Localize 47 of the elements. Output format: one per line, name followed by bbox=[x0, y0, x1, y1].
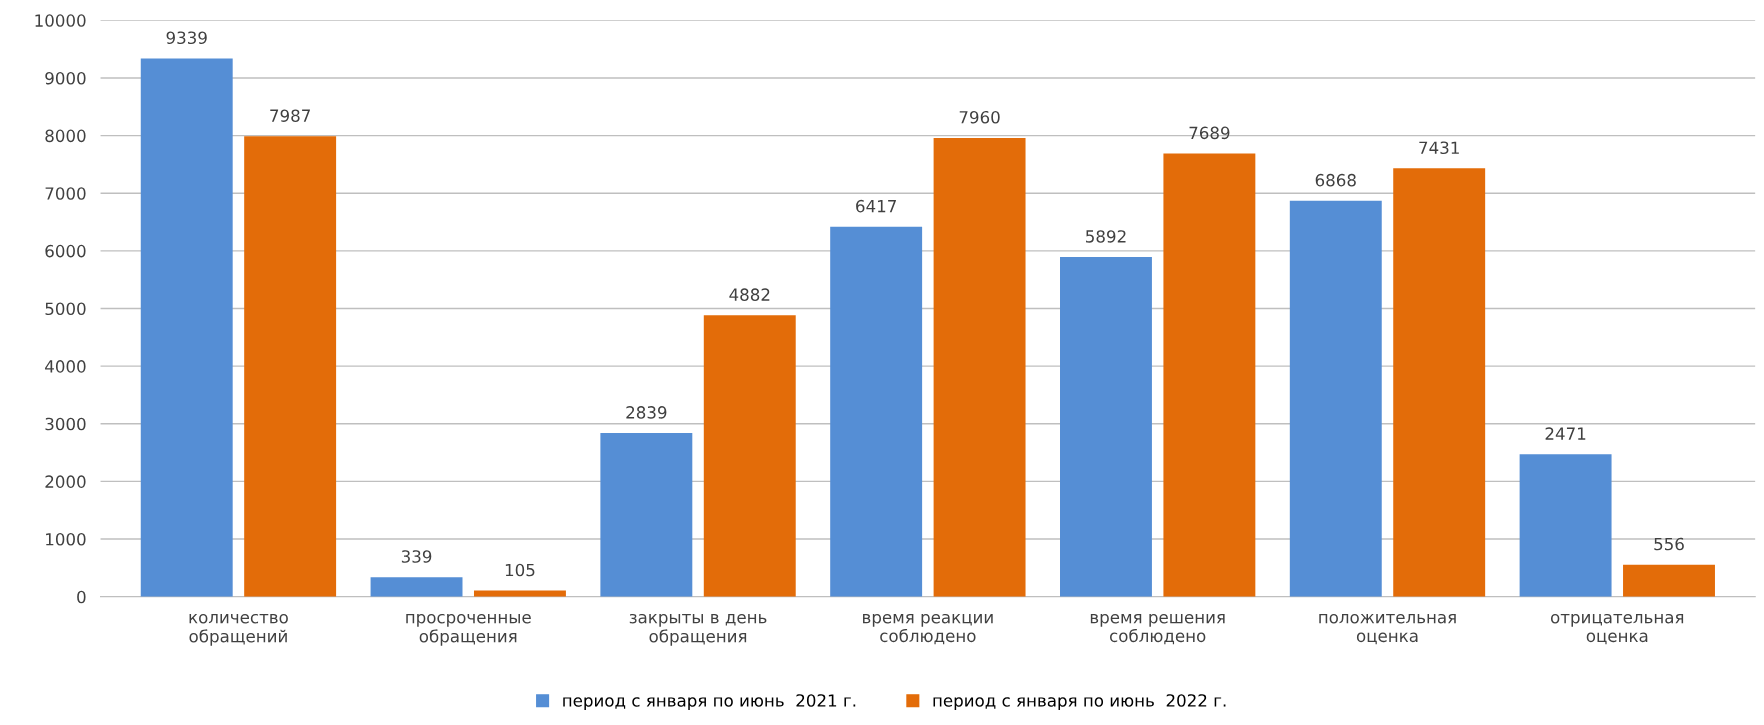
bar bbox=[600, 433, 693, 597]
bar bbox=[1163, 153, 1256, 597]
bar bbox=[370, 577, 463, 597]
x-tick-label: количество обращений bbox=[189, 613, 288, 646]
y-tick-label: 3000 bbox=[45, 417, 86, 431]
bar bbox=[140, 58, 233, 597]
bar bbox=[933, 137, 1026, 597]
bar bbox=[1393, 168, 1486, 597]
bar bbox=[830, 226, 923, 597]
y-tick-label: 10000 bbox=[35, 14, 86, 27]
x-tick-label: положительная оценка bbox=[1319, 613, 1456, 645]
y-tick-label: 0 bbox=[77, 590, 86, 604]
bar bbox=[1060, 257, 1152, 597]
y-tick-label: 8000 bbox=[45, 129, 86, 143]
y-tick-label: 5000 bbox=[45, 302, 86, 316]
data-label: 105 bbox=[505, 563, 535, 577]
data-label: 9339 bbox=[166, 31, 207, 45]
data-label: 2471 bbox=[1545, 427, 1586, 440]
data-label: 6417 bbox=[856, 199, 896, 213]
data-label: 7987 bbox=[270, 109, 310, 122]
y-tick-label: 4000 bbox=[45, 360, 86, 373]
bar bbox=[703, 315, 796, 597]
bar bbox=[1519, 454, 1612, 597]
y-tick-label: 7000 bbox=[45, 187, 86, 200]
x-tick-label: время решения соблюдено bbox=[1090, 613, 1225, 645]
bar bbox=[244, 136, 337, 597]
legend-label: период с января по июнь 2021 г. bbox=[563, 694, 856, 710]
legend-label: период с января по июнь 2022 г. bbox=[933, 694, 1226, 710]
y-tick-label: 1000 bbox=[46, 533, 86, 546]
x-tick-label: время реакции соблюдено bbox=[863, 613, 993, 645]
y-tick-label: 6000 bbox=[45, 244, 86, 258]
x-tick-label: закрыты в день обращения bbox=[629, 613, 767, 646]
data-label: 2839 bbox=[626, 406, 667, 419]
y-tick-label: 9000 bbox=[45, 71, 86, 85]
data-label: 4882 bbox=[729, 288, 770, 301]
bar bbox=[1289, 200, 1382, 597]
data-label: 339 bbox=[401, 550, 432, 563]
data-label: 7689 bbox=[1189, 126, 1230, 140]
y-tick-label: 2000 bbox=[45, 475, 86, 488]
data-label: 7431 bbox=[1419, 141, 1459, 155]
x-tick-label: просроченные обращения bbox=[406, 613, 531, 646]
data-label: 5892 bbox=[1086, 230, 1126, 243]
data-label: 556 bbox=[1654, 537, 1684, 551]
x-tick-label: отрицательная оценка bbox=[1550, 613, 1684, 645]
data-label: 7960 bbox=[959, 110, 1000, 124]
bar bbox=[1623, 564, 1715, 597]
data-label: 6868 bbox=[1315, 173, 1356, 187]
